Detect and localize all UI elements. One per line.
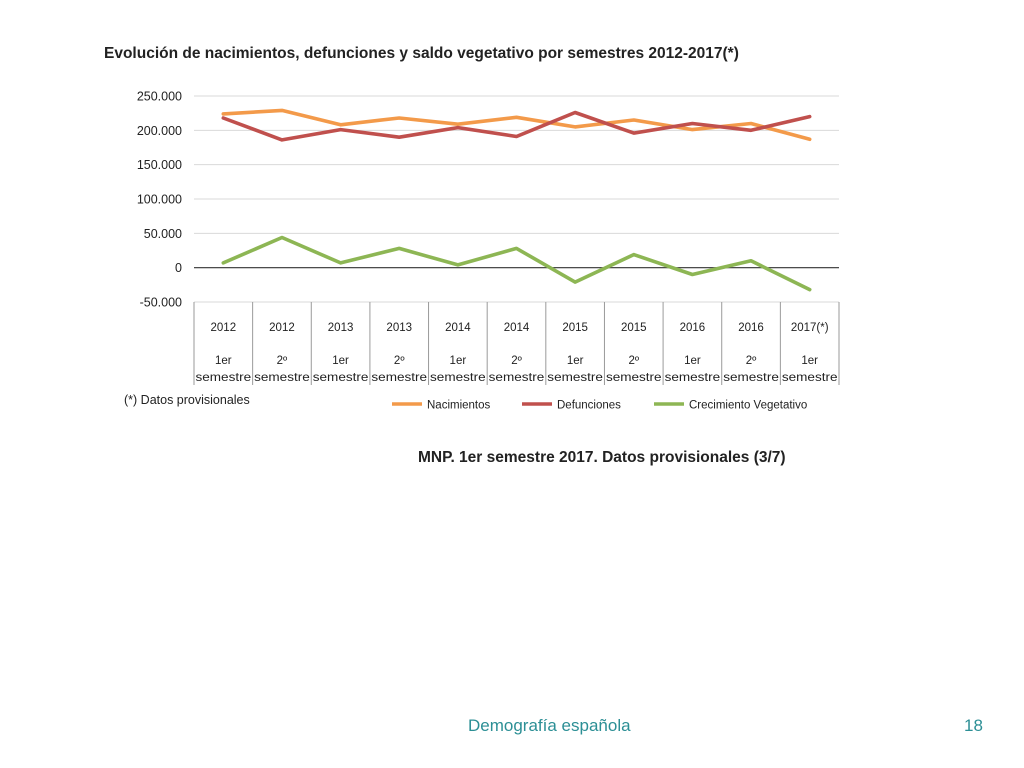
y-tick-label: 250.000	[137, 90, 182, 104]
x-tick-semester: 1er	[684, 355, 701, 367]
page-number: 18	[964, 716, 983, 735]
x-tick-year: 2015	[562, 322, 588, 334]
y-tick-label: 0	[175, 261, 182, 275]
x-tick-semester: 1er	[450, 355, 467, 367]
x-tick-semester: 1er	[567, 355, 584, 367]
x-tick-year: 2014	[504, 322, 530, 334]
x-tick-semester-word: semestre	[782, 372, 838, 384]
x-tick-semester: 2º	[277, 355, 288, 367]
x-tick-semester: 2º	[511, 355, 522, 367]
legend-label-crecimiento-vegetativo: Crecimiento Vegetativo	[689, 400, 807, 412]
y-tick-label: 50.000	[144, 227, 182, 241]
x-tick-year: 2016	[680, 322, 706, 334]
x-tick-semester: 1er	[801, 355, 818, 367]
chart-title: Evolución de nacimientos, defunciones y …	[104, 45, 739, 62]
x-tick-year: 2013	[328, 322, 354, 334]
y-tick-label: 200.000	[137, 124, 182, 138]
x-tick-year: 2012	[269, 322, 295, 334]
x-tick-semester-word: semestre	[665, 372, 721, 384]
x-tick-semester: 2º	[746, 355, 757, 367]
x-tick-year: 2015	[621, 322, 647, 334]
series-lines	[221, 108, 812, 292]
legend: Nacimientos Defunciones Crecimiento Vegeta…	[392, 400, 807, 412]
x-tick-semester-word: semestre	[196, 372, 252, 384]
x-tick-year: 2017(*)	[791, 322, 829, 334]
series-line-crecimiento-vegetativo	[221, 235, 812, 292]
legend-label-defunciones: Defunciones	[557, 400, 621, 412]
footnote: (*) Datos provisionales	[124, 393, 250, 407]
grid-lines	[194, 95, 839, 303]
x-tick-semester-word: semestre	[723, 372, 779, 384]
x-tick-semester-word: semestre	[313, 372, 369, 384]
x-tick-semester-word: semestre	[430, 372, 486, 384]
category-axis-table: 2012 1er semestre 2012 2º semestre 2013 1er seme…	[193, 302, 840, 385]
x-tick-year: 2014	[445, 322, 471, 334]
x-tick-year: 2012	[211, 322, 237, 334]
x-tick-year: 2013	[386, 322, 412, 334]
x-tick-semester: 1er	[215, 355, 232, 367]
series-line-defunciones	[221, 110, 812, 142]
x-tick-semester: 1er	[332, 355, 349, 367]
source-line: MNP. 1er semestre 2017. Datos provisiona…	[418, 449, 786, 466]
x-tick-semester: 2º	[628, 355, 639, 367]
x-tick-semester-word: semestre	[489, 372, 545, 384]
x-tick-semester-word: semestre	[547, 372, 603, 384]
x-tick-semester: 2º	[394, 355, 405, 367]
x-tick-semester-word: semestre	[371, 372, 427, 384]
x-tick-year: 2016	[738, 322, 764, 334]
legend-label-nacimientos: Nacimientos	[427, 400, 491, 412]
y-tick-label: -50.000	[140, 296, 182, 310]
y-tick-label: 100.000	[137, 193, 182, 207]
y-axis-tick-labels: 250.000 200.000 150.000 100.000 50.000 0 -50.0…	[137, 90, 182, 310]
x-tick-semester-word: semestre	[606, 372, 662, 384]
footer-title: Demografía española	[468, 716, 631, 735]
y-tick-label: 150.000	[137, 158, 182, 172]
x-tick-semester-word: semestre	[254, 372, 310, 384]
